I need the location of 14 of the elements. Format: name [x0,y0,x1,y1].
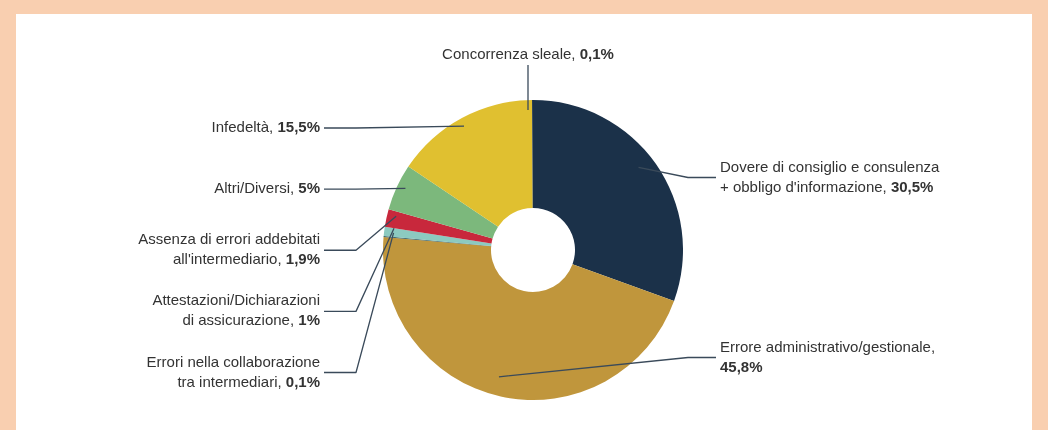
donut-slice [533,100,683,302]
donut-slice [384,209,493,244]
category-label: Dovere di consiglio e consulenza + obbligo d'informazione, 30,5% [720,157,940,195]
slice-label: Concorrenza sleale, 0,1% [442,44,614,62]
slice-label: Errore administrativo/gestionale, 45,8% [720,337,936,375]
donut-slice [408,100,533,227]
donut-slice [388,166,499,239]
slice-label: Assenza di errori addebitati all'intermediario, 1,9% [138,230,320,268]
donut-slice [383,237,675,400]
slice-label: Attestazioni/Dichiarazioni di assicurazione, 1% [152,291,320,329]
slice-label: Altri/Diversi, 5% [214,179,320,197]
category-label: Errori nella collaborazione tra intermediari, 0,1% [146,352,320,390]
slice-label: Infedeltà, 15,5% [211,117,320,135]
donut-slice [383,226,492,247]
